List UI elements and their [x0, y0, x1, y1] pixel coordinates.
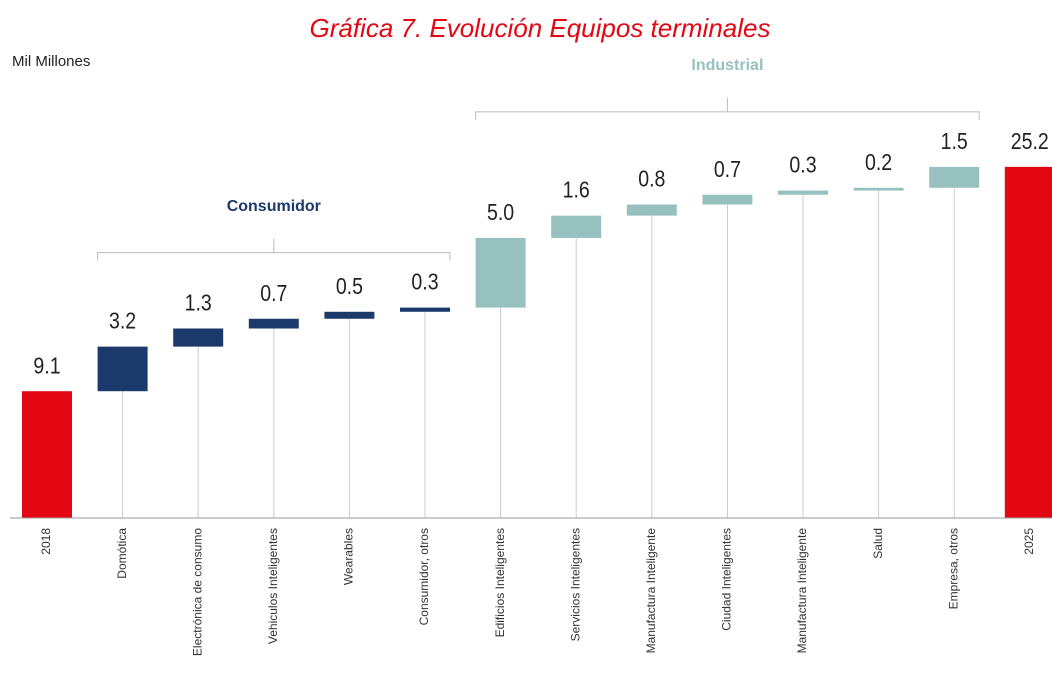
- group-bracket: [97, 238, 451, 261]
- value-label: 0.7: [260, 280, 287, 306]
- x-tick-label: Manufactura Inteligente: [644, 528, 658, 654]
- x-tick-label: Wearables: [342, 528, 356, 585]
- value-label: 1.5: [941, 128, 968, 154]
- bar: [97, 346, 148, 392]
- x-tick-label: Servicios Inteligentes: [568, 528, 582, 641]
- value-label: 0.3: [789, 152, 816, 178]
- x-tick-label: Vehiculos Inteligentes: [266, 528, 280, 644]
- value-label: 0.5: [336, 273, 363, 299]
- x-tick-label: Domótica: [115, 528, 129, 579]
- x-tick-label: 2025: [1022, 528, 1036, 555]
- bar: [324, 311, 375, 319]
- value-label: 0.8: [638, 166, 665, 192]
- x-tick-label: 2018: [39, 528, 53, 555]
- value-label: 25.2: [1011, 128, 1049, 154]
- unit-label: Mil Millones: [12, 53, 90, 70]
- value-label: 0.2: [865, 149, 892, 175]
- bar: [853, 187, 904, 191]
- bar: [778, 190, 828, 195]
- x-tick-label: Empresa, otros: [946, 528, 960, 609]
- bar: [248, 318, 299, 329]
- bar: [1004, 166, 1052, 518]
- x-tick-label: Manufactura Inteligente: [795, 528, 809, 654]
- value-label: 1.3: [185, 290, 212, 316]
- bar: [22, 391, 72, 518]
- bar: [400, 307, 450, 312]
- value-label: 5.0: [487, 200, 514, 226]
- bar: [475, 237, 526, 308]
- bar: [626, 204, 677, 216]
- x-tick-label: Consumidor, otros: [417, 528, 431, 625]
- value-label: 0.3: [411, 269, 438, 295]
- bar: [551, 215, 602, 238]
- bar: [929, 166, 980, 188]
- x-tick-label: Salud: [871, 528, 885, 559]
- x-tick-label: Edificios Inteligentes: [493, 528, 507, 637]
- value-label: 9.1: [33, 353, 60, 379]
- chart-title: Gráfica 7. Evolución Equipos terminales: [309, 13, 770, 43]
- x-tick-label: Electrónica de consumo: [190, 528, 204, 656]
- bar: [173, 328, 224, 347]
- bar: [702, 194, 753, 205]
- value-label: 3.2: [109, 308, 136, 334]
- value-label: 1.6: [563, 177, 590, 203]
- group-bracket: [475, 97, 980, 120]
- value-label: 0.7: [714, 156, 741, 182]
- x-tick-label: Ciudad Inteligentes: [720, 528, 734, 631]
- group-label: Consumidor: [227, 198, 321, 215]
- group-label: Industrial: [691, 57, 763, 74]
